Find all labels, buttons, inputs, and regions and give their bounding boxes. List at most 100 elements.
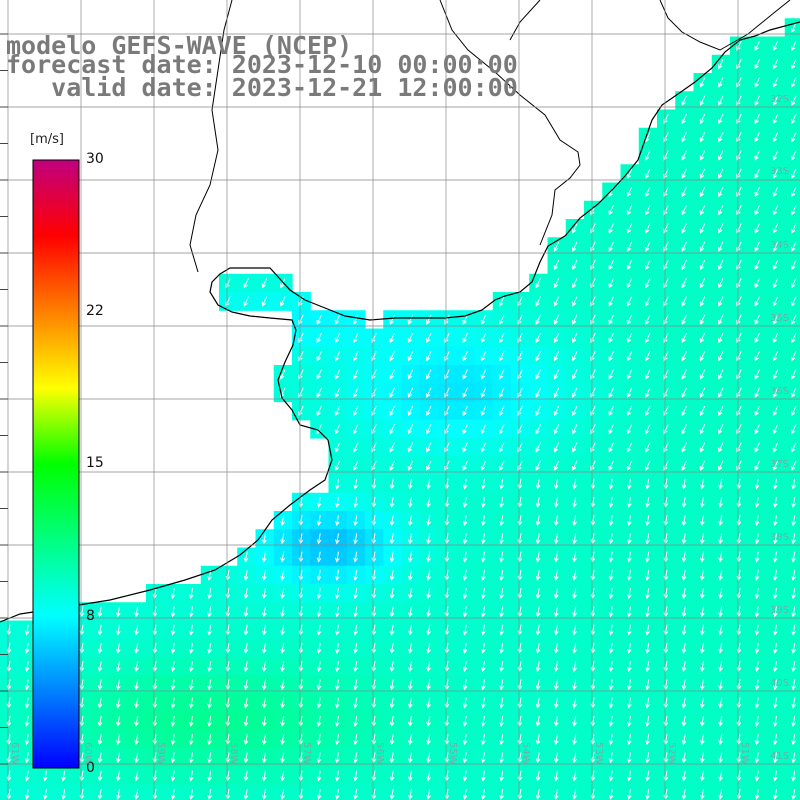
wind-arrow [316, 387, 322, 398]
wind-arrow [754, 241, 760, 252]
wind-arrow [718, 697, 723, 709]
wind-arrow [645, 259, 651, 271]
wind-arrow [462, 496, 468, 508]
wind-arrow [608, 259, 614, 271]
wind-arrow [608, 752, 614, 764]
wind-arrow [481, 569, 486, 581]
wind-arrow [535, 332, 541, 344]
wind-arrow [535, 424, 541, 435]
wind-arrow [335, 770, 340, 782]
wind-arrow [462, 569, 468, 581]
wind-arrow [627, 606, 632, 618]
wind-arrow [499, 551, 504, 563]
wind-arrow [134, 642, 139, 654]
wind-arrow [791, 332, 797, 344]
wind-arrow [535, 515, 541, 527]
wind-arrow [353, 533, 358, 545]
wind-arrow [626, 186, 633, 198]
wind-arrow [499, 606, 504, 618]
field-cell [784, 565, 800, 585]
wind-arrow [718, 387, 724, 398]
wind-arrow [627, 533, 632, 545]
wind-arrow [170, 624, 176, 636]
wind-arrow [462, 588, 468, 600]
wind-arrow [481, 679, 486, 691]
wind-arrow [462, 606, 468, 618]
wind-arrow [681, 95, 687, 106]
wind-arrow [645, 661, 650, 673]
wind-arrow [553, 278, 560, 289]
wind-arrow [116, 661, 121, 673]
wind-arrow [499, 515, 504, 527]
wind-arrow [426, 460, 432, 471]
wind-arrow [772, 387, 779, 398]
wind-arrow [718, 551, 723, 563]
wind-arrow [791, 223, 797, 234]
wind-arrow [718, 770, 723, 782]
wind-arrow [626, 424, 633, 435]
wind-arrow [645, 642, 650, 654]
lon-label: 51W [739, 742, 750, 765]
lat-label: 37S [770, 459, 790, 470]
wind-arrow [407, 424, 414, 435]
wind-arrow [462, 624, 468, 636]
wind-arrow [207, 734, 212, 746]
wind-arrow [499, 715, 504, 727]
wind-arrow [645, 606, 650, 618]
wind-arrow [772, 424, 779, 435]
wind-arrow [681, 259, 687, 271]
field-cell [784, 219, 800, 238]
wind-arrow [280, 752, 285, 764]
wind-arrow [681, 551, 687, 563]
wind-arrow [772, 278, 779, 289]
wind-arrow [170, 734, 176, 746]
wind-arrow [718, 314, 724, 325]
wind-arrow [645, 515, 650, 527]
wind-arrow [700, 679, 705, 691]
wind-arrow [572, 679, 577, 691]
wind-arrow [699, 296, 706, 307]
wind-arrow [645, 679, 650, 691]
wind-arrow [243, 752, 249, 764]
wind-arrow [353, 515, 358, 527]
wind-arrow [572, 697, 577, 709]
wind-arrow [116, 788, 121, 800]
wind-arrow [608, 624, 614, 636]
wind-arrow [335, 551, 340, 563]
wind-arrow [243, 624, 249, 636]
wind-arrow [681, 661, 687, 673]
wind-arrow [353, 551, 358, 563]
wind-arrow [791, 387, 797, 398]
wind-arrow [718, 405, 724, 417]
wind-arrow [700, 606, 705, 618]
wind-arrow [24, 697, 30, 709]
wind-arrow [553, 332, 560, 344]
wind-arrow [699, 150, 706, 161]
wind-arrow [408, 679, 413, 691]
wind-arrow [626, 405, 633, 417]
wind-arrow [554, 788, 559, 800]
wind-arrow [316, 661, 322, 673]
wind-arrow [645, 223, 651, 234]
lon-label: 52W [666, 742, 677, 765]
wind-arrow [791, 278, 797, 289]
wind-arrow [554, 770, 559, 782]
wind-arrow [43, 770, 48, 782]
wind-arrow [481, 752, 486, 764]
wind-arrow [645, 241, 651, 252]
wind-arrow [280, 770, 285, 782]
wind-arrow [627, 642, 632, 654]
lon-label: 54W [520, 742, 531, 765]
wind-arrow [462, 351, 468, 362]
wind-arrow [718, 752, 723, 764]
wind-arrow [553, 405, 560, 417]
colorbar-tick: 22 [86, 303, 104, 319]
wind-arrow [772, 223, 779, 234]
wind-arrow [316, 314, 322, 325]
wind-arrow [116, 734, 121, 746]
wind-arrow [608, 369, 614, 380]
wind-arrow [316, 734, 322, 746]
wind-arrow [626, 223, 633, 234]
wind-arrow [207, 624, 212, 636]
field-cell [784, 328, 800, 348]
